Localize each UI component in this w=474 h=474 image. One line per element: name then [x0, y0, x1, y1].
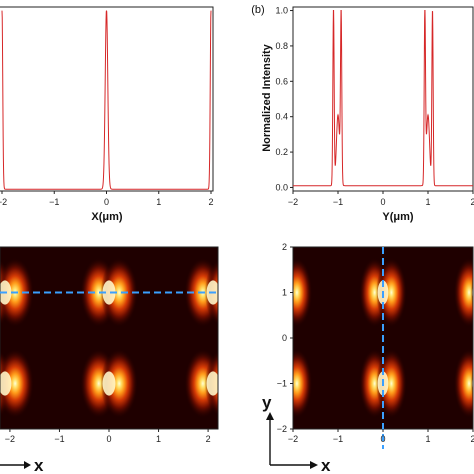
panel-d-intensity-spot: [293, 348, 313, 419]
panel-c-intensity-spot: [100, 257, 138, 328]
panel-c-x-arrow-label: x: [34, 456, 44, 474]
panel-a-x-tick-label: 2: [208, 197, 213, 207]
panel-a-x-tick-label: −1: [49, 197, 59, 207]
panel-d-x-tick-label: 0: [380, 434, 385, 444]
panel-c-x-arrowhead: [24, 461, 31, 469]
panel-d-y-tick-label: 0: [282, 333, 287, 343]
panel-d-intensity-spot: [470, 364, 473, 403]
panel-d-intensity-spot: [293, 257, 313, 328]
panel-d-intensity-spot: [376, 348, 407, 419]
panel-b-y-tick-label: 0.0: [275, 182, 288, 192]
panel-c-x-tick-label: 2: [206, 434, 211, 444]
panel-c-x-tick-label: −1: [54, 434, 64, 444]
panel-b-x-tick-label: 0: [380, 197, 385, 207]
panel-b-label: (b): [251, 4, 264, 16]
panel-b-x-tick-label: 1: [425, 197, 430, 207]
panel-a-x-tick-label: 1: [156, 197, 161, 207]
panel-b-frame: [292, 6, 474, 192]
panel-b-y-tick-label: 0.8: [275, 41, 288, 51]
panel-a-frame: [0, 6, 214, 192]
panel-d-intensity-spot: [453, 257, 473, 328]
panel-d-x-tick-label: 1: [425, 434, 430, 444]
panel-b-y-tick-label: 0.2: [275, 147, 288, 157]
panel-b-x-tick-label: 2: [470, 197, 474, 207]
panel-b-x-tick-label: −2: [288, 197, 298, 207]
panel-d-intensity-spot: [453, 348, 473, 419]
panel-c-x-tick-label: 1: [156, 434, 161, 444]
panel-c-intensity-core: [0, 371, 12, 396]
panel-d-x-arrowhead: [310, 461, 318, 469]
panel-a-x-axis-label: X(μm): [91, 211, 123, 223]
panel-b-x-tick-label: −1: [333, 197, 343, 207]
panel-c-x-tick-label: 0: [106, 434, 111, 444]
panel-d-x-tick-label: −2: [288, 434, 298, 444]
panel-d-y-arrowhead: [266, 412, 274, 420]
panel-b-y-tick-label: 0.6: [275, 76, 288, 86]
panel-c-intensity-core: [102, 371, 116, 396]
panel-d-y-tick-label: 1: [282, 288, 287, 298]
panel-d-y-tick-label: 2: [282, 242, 287, 252]
panel-d-y-tick-label: −1: [277, 379, 287, 389]
panel-a-x-tick-label: 0: [104, 197, 109, 207]
panel-a-x-tick-label: −2: [0, 197, 7, 207]
panel-d-intensity-spot: [470, 273, 473, 312]
panel-b-series-line: [293, 10, 473, 187]
panel-d-x-tick-label: −1: [333, 434, 343, 444]
panel-a-series-line: [1, 10, 212, 190]
panel-c-intensity-core: [102, 280, 116, 305]
panel-d-x-arrow-label: x: [321, 456, 331, 474]
panel-d-y-tick-label: −2: [277, 424, 287, 434]
panel-b-y-tick-label: 0.4: [275, 112, 288, 122]
panel-c-x-tick-label: −2: [5, 434, 15, 444]
panel-d-x-tick-label: 2: [470, 434, 474, 444]
panel-d-y-arrow-label: y: [262, 393, 272, 412]
panel-c-intensity-spot: [0, 348, 34, 419]
panel-b-x-axis-label: Y(μm): [382, 211, 414, 223]
panel-b-y-tick-label: 1.0: [275, 6, 288, 16]
panel-b-y-axis-label: Normalized Intensity: [261, 43, 273, 151]
panel-c-intensity-spot: [100, 348, 138, 419]
panel-c-intensity-core: [206, 371, 218, 396]
